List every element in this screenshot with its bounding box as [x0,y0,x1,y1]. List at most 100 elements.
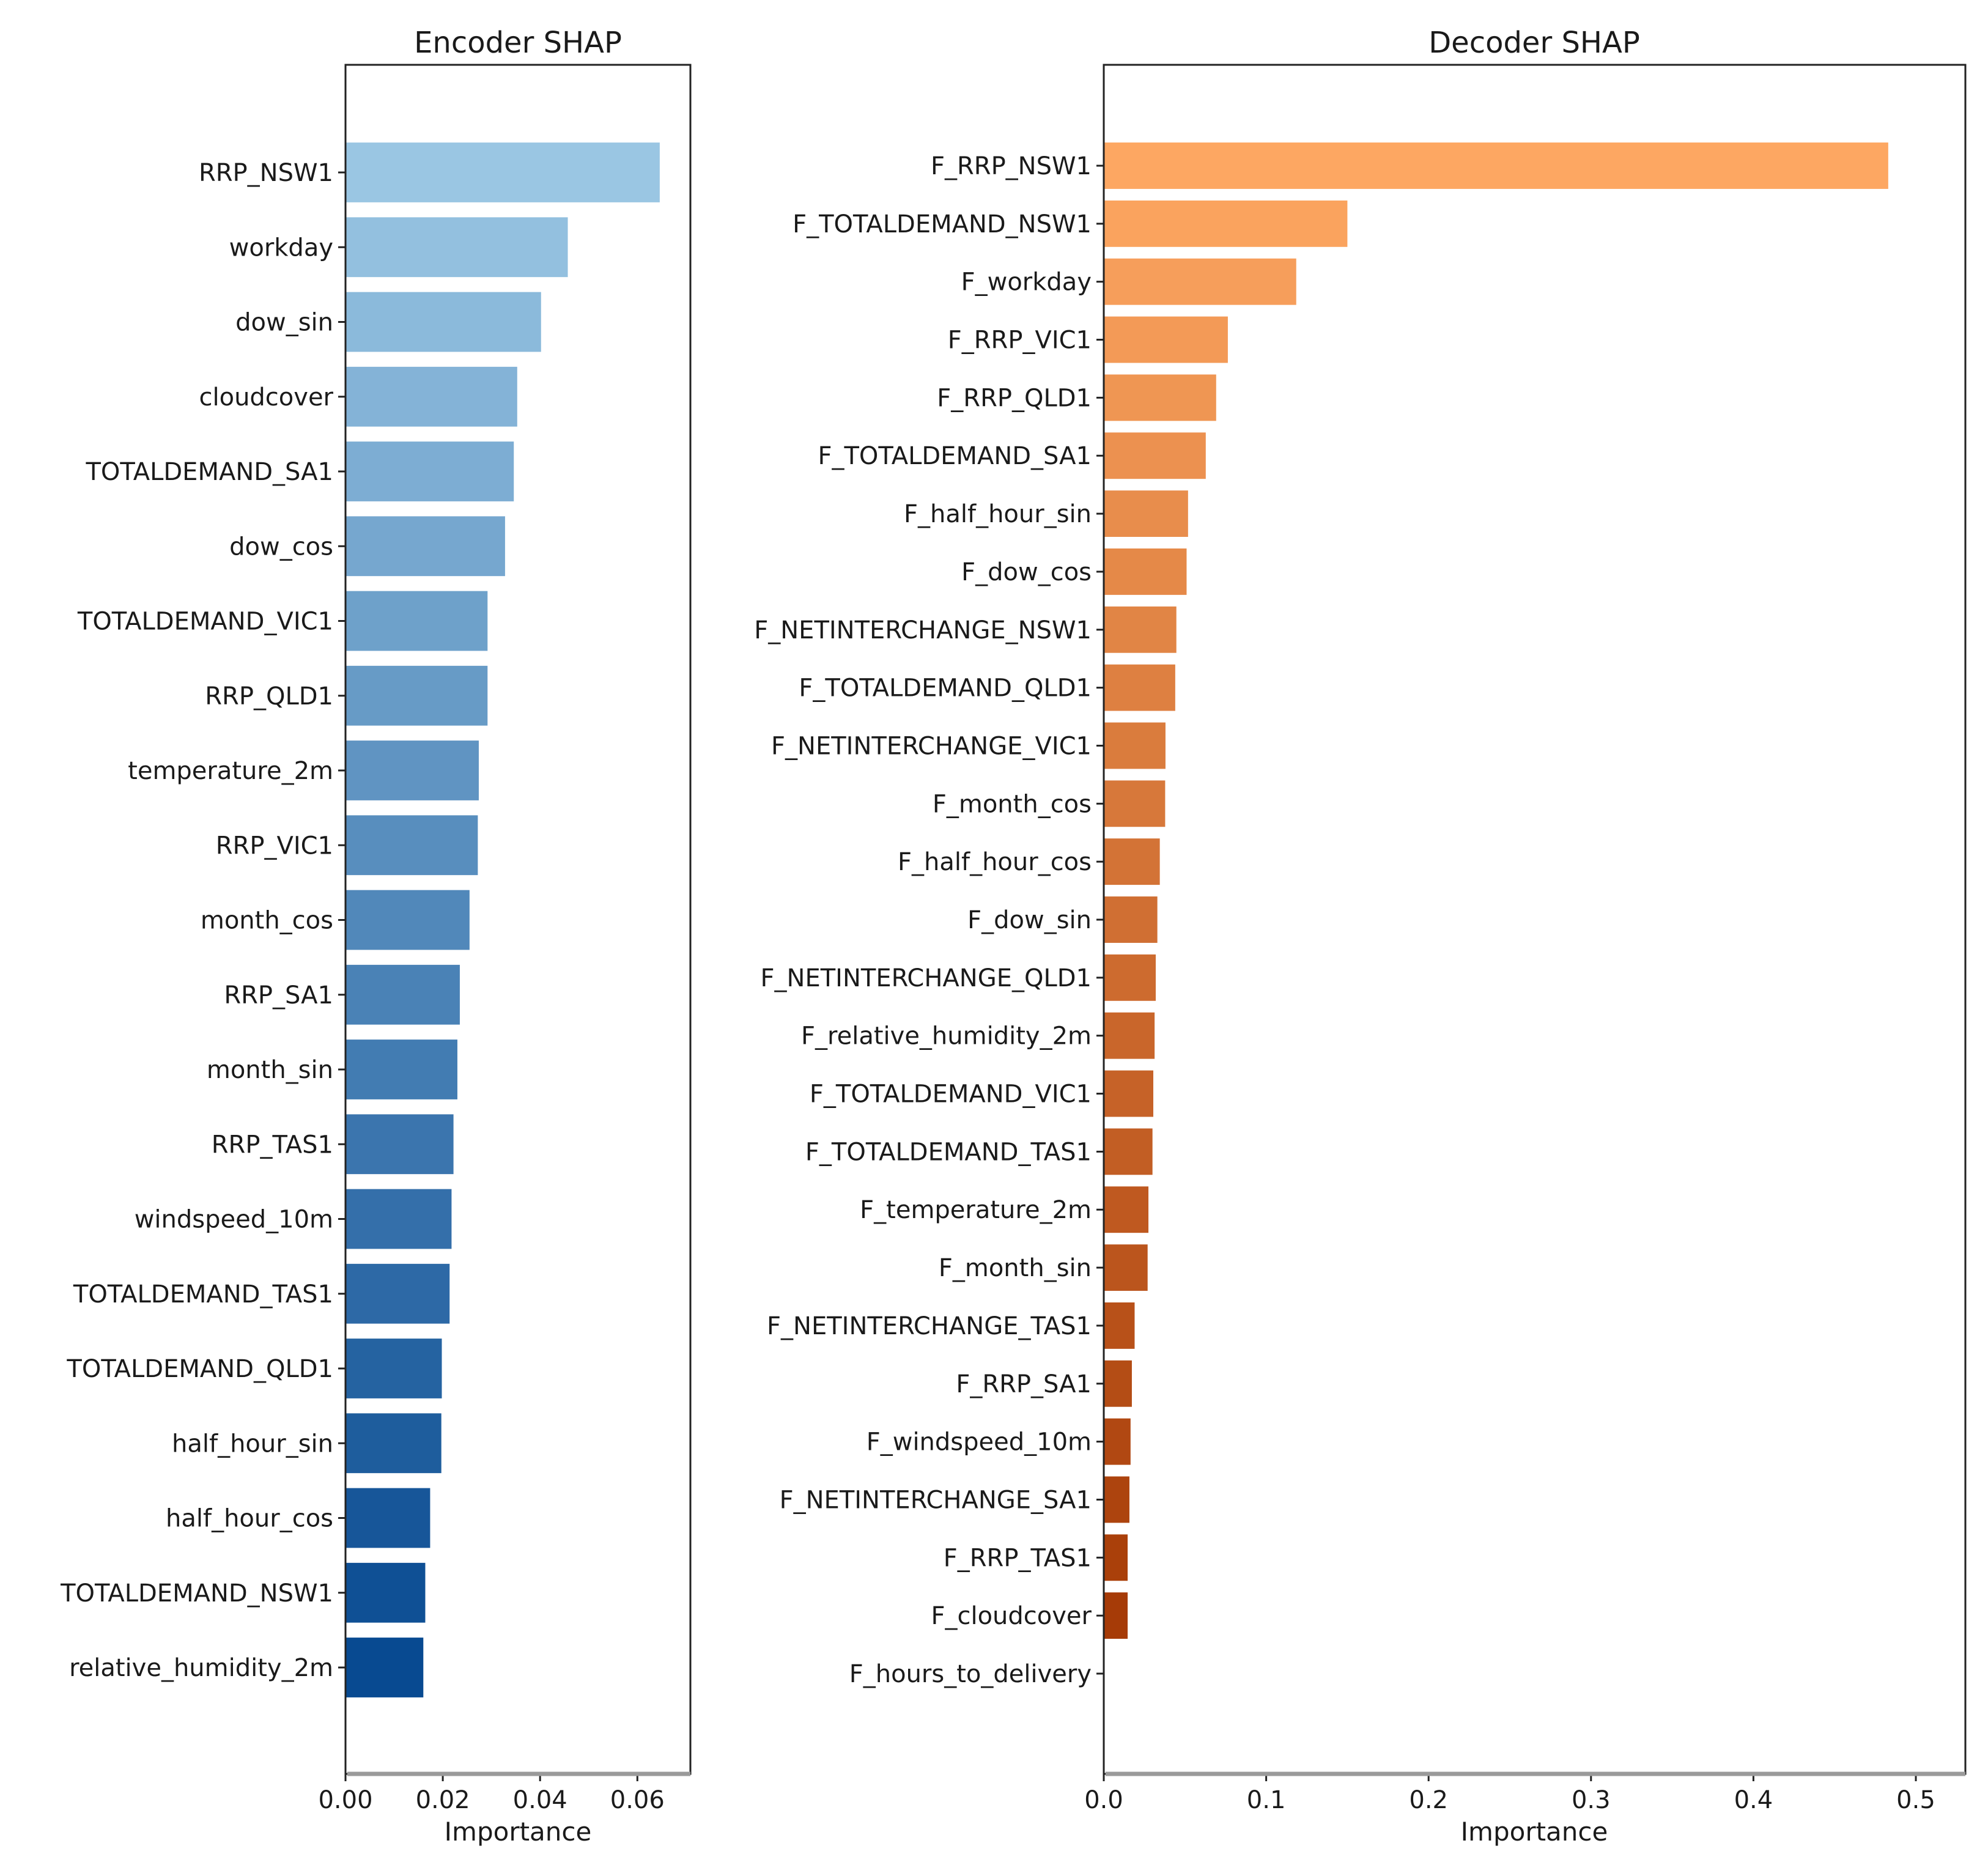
decoder-y-tick-label: F_NETINTERCHANGE_QLD1 [761,964,1092,992]
decoder-bar-f-rrp-nsw1 [1104,142,1888,189]
decoder-panel-title: Decoder SHAP [1428,26,1640,60]
encoder-y-tick-label: dow_cos [229,533,333,561]
encoder-y-tick-label: TOTALDEMAND_SA1 [85,458,333,486]
encoder-bar-dow-cos [345,516,505,577]
decoder-x-ticks: 0.0 0.1 0.2 0.3 0.4 0.5 [1084,1774,1935,1814]
decoder-bar-f-totaldemand-vic1 [1104,1070,1154,1117]
encoder-y-tick-label: dow_sin [235,309,333,337]
encoder-bar-totaldemand-nsw1 [345,1562,426,1623]
encoder-x-ticks: 0.00 0.02 0.04 0.06 [318,1774,665,1814]
decoder-y-tick-label: F_dow_sin [967,906,1092,934]
decoder-x-tick-label: 0.1 [1247,1786,1286,1814]
decoder-y-tick-label: F_RRP_TAS1 [944,1544,1092,1572]
encoder-y-tick-label: month_cos [201,907,333,935]
decoder-x-tick-label: 0.0 [1084,1786,1123,1814]
decoder-y-tick-label: F_TOTALDEMAND_NSW1 [793,210,1092,238]
encoder-y-tick-label: temperature_2m [128,757,333,785]
encoder-bar-totaldemand-tas1 [345,1263,450,1324]
encoder-bar-month-cos [345,890,470,950]
encoder-bar-relative-humidity-2m [345,1638,424,1697]
encoder-bar-workday [345,217,568,278]
decoder-x-axis-label: Importance [1461,1817,1608,1847]
decoder-x-tick-label: 0.3 [1572,1786,1611,1814]
decoder-bar-f-cloudcover [1104,1592,1128,1639]
encoder-bar-dow-sin [345,292,541,352]
decoder-bar-f-netinterchange-qld1 [1104,954,1156,1001]
decoder-y-tick-label: F_RRP_QLD1 [937,384,1092,412]
decoder-bar-f-half-hour-cos [1104,838,1160,885]
decoder-shap-panel: Decoder SHAP F_RRP_NSW1 F_TOTALDEMAND_NSW… [754,26,1967,1847]
decoder-bar-f-totaldemand-nsw1 [1104,200,1348,247]
encoder-y-tick-label: workday [229,234,333,262]
encoder-bar-temperature-2m [345,740,479,800]
encoder-y-tick-label: TOTALDEMAND_TAS1 [73,1280,333,1309]
decoder-bar-f-netinterchange-vic1 [1104,722,1166,769]
encoder-bar-half-hour-cos [345,1488,430,1548]
decoder-y-tick-label: F_temperature_2m [860,1196,1092,1224]
encoder-bar-totaldemand-qld1 [345,1339,442,1398]
decoder-y-tick-label: F_hours_to_delivery [849,1660,1092,1688]
encoder-y-tick-label: cloudcover [199,383,333,412]
encoder-y-tick-label: RRP_QLD1 [205,682,333,711]
encoder-y-tick-label: month_sin [207,1056,333,1084]
encoder-y-tick-label: half_hour_sin [172,1430,333,1458]
decoder-y-tick-label: F_cloudcover [931,1602,1092,1630]
decoder-y-tick-label: F_NETINTERCHANGE_VIC1 [771,732,1092,760]
encoder-y-tick-label: half_hour_cos [166,1505,333,1533]
decoder-bar-f-rrp-qld1 [1104,374,1216,421]
decoder-y-tick-label: F_TOTALDEMAND_QLD1 [799,674,1092,703]
encoder-y-tick-label: RRP_VIC1 [216,832,333,860]
decoder-y-tick-label: F_half_hour_sin [904,500,1092,528]
decoder-y-tick-label: F_month_cos [933,790,1092,818]
decoder-x-tick-label: 0.2 [1409,1786,1448,1814]
decoder-bar-f-temperature-2m [1104,1186,1149,1233]
decoder-bar-f-dow-cos [1104,548,1187,595]
decoder-bar-f-rrp-tas1 [1104,1534,1128,1581]
decoder-y-tick-label: F_month_sin [939,1254,1092,1282]
encoder-bar-rrp-vic1 [345,815,478,876]
decoder-bar-f-netinterchange-sa1 [1104,1476,1129,1523]
encoder-y-tick-label: RRP_SA1 [224,981,333,1010]
encoder-y-tick-label: relative_humidity_2m [69,1654,333,1682]
decoder-y-tick-label: F_relative_humidity_2m [801,1022,1092,1051]
decoder-bar-f-windspeed-10m [1104,1418,1131,1465]
encoder-bar-totaldemand-sa1 [345,441,514,501]
encoder-y-tick-label: TOTALDEMAND_NSW1 [60,1579,333,1608]
decoder-bar-f-rrp-sa1 [1104,1360,1132,1407]
decoder-y-tick-label: F_workday [961,268,1092,297]
encoder-x-axis-label: Importance [445,1817,592,1847]
decoder-y-tick-label: F_RRP_SA1 [956,1370,1092,1398]
decoder-y-tick-label: F_RRP_VIC1 [948,327,1092,355]
encoder-bar-rrp-tas1 [345,1114,454,1175]
encoder-bar-rrp-sa1 [345,964,460,1025]
encoder-y-tick-label: windspeed_10m [135,1206,333,1234]
encoder-bar-rrp-nsw1 [345,142,660,202]
decoder-bar-f-rrp-vic1 [1104,316,1228,363]
decoder-axes-frame [1103,64,1967,1775]
decoder-bar-f-totaldemand-qld1 [1104,664,1175,711]
decoder-bar-f-netinterchange-nsw1 [1104,606,1177,653]
decoder-bar-f-totaldemand-tas1 [1104,1128,1153,1175]
decoder-y-tick-label: F_TOTALDEMAND_TAS1 [805,1138,1092,1166]
decoder-bar-f-month-sin [1104,1244,1148,1291]
decoder-bar-f-month-cos [1104,780,1166,827]
decoder-y-tick-label: F_NETINTERCHANGE_SA1 [780,1486,1092,1514]
encoder-y-tick-label: RRP_TAS1 [212,1131,333,1159]
encoder-bar-windspeed-10m [345,1189,452,1249]
decoder-y-tick-label: F_RRP_NSW1 [931,152,1092,180]
encoder-y-tick-label: TOTALDEMAND_VIC1 [77,608,333,636]
decoder-y-tick-label: F_NETINTERCHANGE_NSW1 [754,616,1092,644]
encoder-bar-rrp-qld1 [345,665,488,726]
encoder-bar-half-hour-sin [345,1413,442,1474]
decoder-x-tick-label: 0.4 [1734,1786,1773,1814]
decoder-y-tick-label: F_TOTALDEMAND_SA1 [818,442,1092,470]
decoder-y-tick-label: F_TOTALDEMAND_VIC1 [810,1080,1092,1109]
decoder-bar-f-dow-sin [1104,896,1158,943]
encoder-y-tick-label: TOTALDEMAND_QLD1 [66,1355,333,1383]
decoder-bar-f-half-hour-sin [1104,490,1188,537]
encoder-bars [345,142,660,1697]
decoder-bar-f-relative-humidity-2m [1104,1012,1155,1059]
